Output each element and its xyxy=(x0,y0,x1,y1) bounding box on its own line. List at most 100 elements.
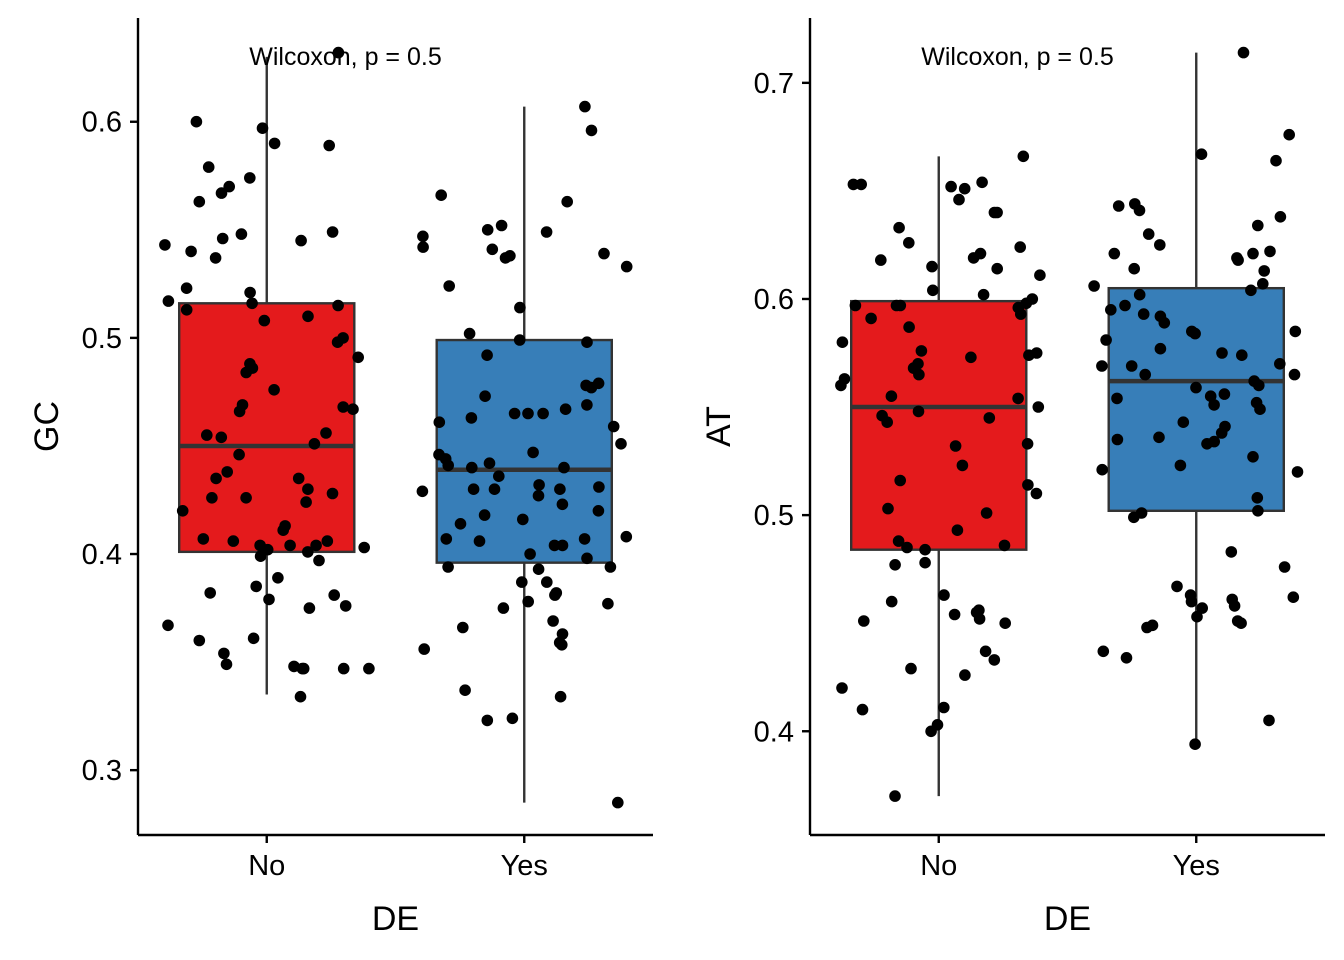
y-tick-label: 0.5 xyxy=(82,323,122,355)
data-point xyxy=(1252,219,1264,232)
data-point xyxy=(256,122,269,134)
data-point xyxy=(303,602,316,614)
data-point xyxy=(1258,265,1270,277)
data-point xyxy=(1120,652,1133,664)
data-point xyxy=(162,295,175,307)
data-point xyxy=(1250,396,1263,409)
data-point xyxy=(508,407,521,420)
data-point xyxy=(1287,591,1300,603)
data-point xyxy=(598,247,610,260)
data-point xyxy=(973,613,986,625)
data-point xyxy=(1274,358,1286,370)
data-point xyxy=(1154,310,1167,323)
data-point xyxy=(889,559,901,571)
data-point xyxy=(847,178,860,191)
data-point xyxy=(1141,621,1153,634)
data-point xyxy=(204,587,216,599)
data-point xyxy=(279,520,291,532)
data-point xyxy=(532,563,545,575)
data-point xyxy=(1030,347,1043,359)
x-axis-title: DE xyxy=(372,900,419,938)
data-point xyxy=(522,407,534,420)
data-point xyxy=(313,554,325,567)
data-point xyxy=(240,492,252,504)
data-point xyxy=(244,286,256,299)
y-tick-label: 0.5 xyxy=(754,500,794,532)
data-point xyxy=(235,228,248,240)
data-point xyxy=(272,572,284,584)
data-point xyxy=(323,139,336,152)
data-point xyxy=(465,412,478,424)
data-point xyxy=(541,576,553,588)
data-point xyxy=(1189,327,1201,340)
data-point xyxy=(1216,347,1228,359)
data-point xyxy=(901,541,913,554)
data-point xyxy=(612,796,624,809)
box-yes xyxy=(435,338,614,564)
data-point xyxy=(443,280,456,292)
data-point xyxy=(1257,278,1269,290)
data-point xyxy=(1012,392,1024,405)
data-point xyxy=(227,535,240,547)
data-point xyxy=(556,539,569,552)
data-point xyxy=(296,662,309,675)
data-point xyxy=(352,351,365,364)
data-point xyxy=(593,481,605,493)
data-point xyxy=(246,297,258,310)
data-point xyxy=(919,556,931,569)
data-point xyxy=(1289,325,1302,338)
data-point xyxy=(1185,595,1198,608)
data-point xyxy=(915,345,928,357)
data-point xyxy=(218,647,230,660)
data-point xyxy=(1208,399,1220,411)
data-point xyxy=(1291,466,1304,478)
data-point xyxy=(479,390,491,403)
data-point xyxy=(912,405,925,418)
data-point xyxy=(339,600,352,612)
data-point xyxy=(1228,600,1241,612)
data-point xyxy=(495,219,508,232)
data-point xyxy=(967,252,980,264)
data-point xyxy=(620,530,633,543)
data-point xyxy=(486,243,499,256)
data-point xyxy=(581,552,593,565)
data-point xyxy=(1278,561,1291,573)
data-point xyxy=(556,639,568,651)
panel-at: 0.4 0.5 0.6 0.7 No Yes DE AT Wilcoxon, p = 0.5 xyxy=(700,18,1325,938)
data-point xyxy=(337,662,350,675)
data-point xyxy=(201,429,213,441)
wilcoxon-annotation: Wilcoxon, p = 0.5 xyxy=(249,43,441,71)
data-point xyxy=(524,548,536,560)
data-point xyxy=(556,498,569,511)
data-point xyxy=(254,539,266,552)
data-point xyxy=(268,384,280,396)
data-point xyxy=(580,379,592,392)
data-point xyxy=(522,595,534,608)
data-point xyxy=(516,576,528,588)
data-point xyxy=(506,712,519,725)
data-point xyxy=(1225,546,1238,558)
x-axis-title: DE xyxy=(1044,900,1091,938)
y-tick-label: 0.7 xyxy=(754,68,794,100)
data-point xyxy=(332,299,344,312)
data-point xyxy=(258,314,271,327)
data-point xyxy=(1030,487,1043,500)
data-point xyxy=(442,459,455,472)
data-point xyxy=(488,483,501,496)
data-point xyxy=(221,466,233,478)
data-point xyxy=(215,187,228,199)
data-point xyxy=(1021,438,1034,450)
y-axis-title: GC xyxy=(28,401,66,452)
data-point xyxy=(585,124,598,137)
data-point xyxy=(979,645,992,658)
data-point xyxy=(481,349,493,362)
data-point xyxy=(463,327,476,340)
data-point xyxy=(310,539,322,552)
data-point xyxy=(607,420,620,433)
data-point xyxy=(162,619,174,632)
data-point xyxy=(1251,492,1264,504)
data-point xyxy=(858,615,870,627)
data-point xyxy=(504,250,516,262)
data-point xyxy=(976,176,988,189)
